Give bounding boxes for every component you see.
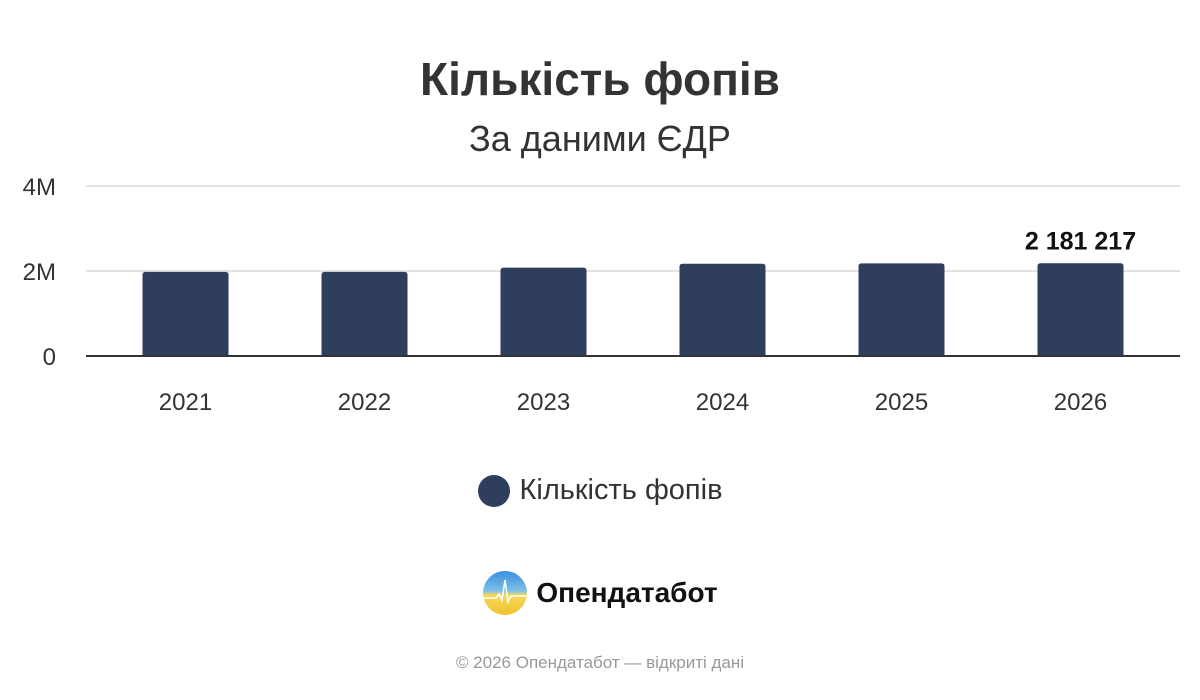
legend-marker — [477, 474, 510, 507]
bar — [500, 267, 587, 356]
x-tick-label: 2022 — [338, 389, 391, 416]
x-tick-label: 2024 — [696, 389, 749, 416]
footer-copyright: © 2026 Опендатабот — відкриті дані — [455, 653, 745, 672]
data-label: 2 181 217 — [1025, 227, 1136, 255]
bar — [142, 271, 229, 356]
chart-title: Кількість фопів — [420, 53, 780, 105]
bar — [321, 271, 408, 356]
y-tick-label: 4M — [23, 174, 56, 201]
brand-logo: Опендатабот — [0, 570, 1200, 616]
y-tick-label: 0 — [43, 344, 56, 371]
bar — [679, 263, 766, 356]
bar-chart: 0 2M 4M 2021 2022 2023 2024 2025 2026 2 181 217 — [23, 174, 1180, 416]
logo-text: Опендатабот — [536, 577, 718, 608]
bar — [858, 263, 945, 356]
legend[interactable]: Кількість фопів — [0, 474, 1200, 507]
x-tick-label: 2026 — [1054, 389, 1107, 416]
y-tick-label: 2M — [23, 259, 56, 286]
legend-label: Кількість фопів — [519, 474, 723, 506]
x-tick-label: 2025 — [875, 389, 928, 416]
chart-subtitle: За даними ЄДР — [469, 118, 731, 159]
x-tick-label: 2023 — [517, 389, 570, 416]
bar — [1037, 263, 1124, 356]
opendatabot-logo-icon — [483, 571, 528, 615]
x-tick-label: 2021 — [159, 389, 212, 416]
